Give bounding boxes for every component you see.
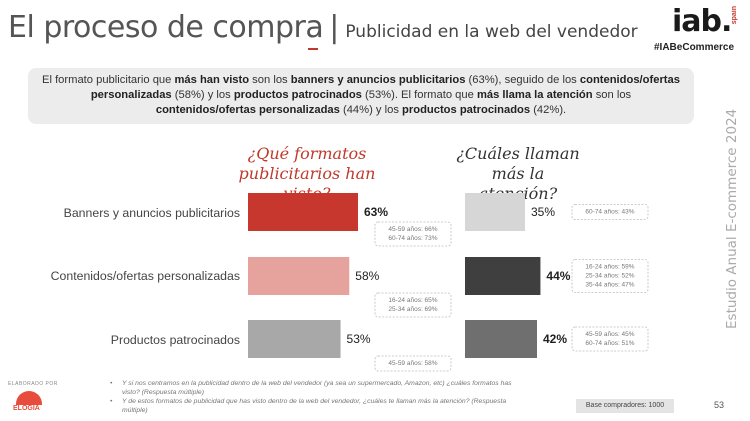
data-label: 63% bbox=[364, 205, 388, 219]
category-label: Contenidos/ofertas personalizadas bbox=[50, 269, 240, 283]
summary-text: son los bbox=[592, 89, 632, 101]
summary-bold: más llama la atención bbox=[476, 89, 593, 101]
question-attention-line-1: ¿Cuáles llaman bbox=[456, 144, 580, 163]
annotation-box bbox=[374, 355, 452, 372]
annotation-text: 60-74 años: 43% bbox=[585, 209, 634, 216]
page-title: El proceso de compra | Publicidad en la … bbox=[8, 10, 638, 50]
annotation-text: 45-59 años: 45% bbox=[585, 331, 634, 338]
summary-bold: banners y anuncios publicitarios bbox=[290, 74, 466, 86]
category-label: Banners y anuncios publicitarios bbox=[63, 206, 240, 220]
page-number: 53 bbox=[714, 400, 725, 410]
annotation-text: 60-74 años: 73% bbox=[388, 235, 437, 242]
bar bbox=[248, 257, 350, 295]
data-label: 35% bbox=[531, 205, 555, 219]
bar bbox=[465, 257, 541, 295]
question-seen-line-1: ¿Qué formatos bbox=[247, 144, 367, 163]
question-seen-title: ¿Qué formatos publicitarios han visto? bbox=[214, 144, 400, 204]
summary-text: (58%) y los bbox=[171, 89, 234, 101]
footnotes: Y si nos centramos en la publicidad dent… bbox=[110, 380, 530, 416]
annotation-text: 35-44 años: 47% bbox=[585, 282, 634, 289]
annotation-text: 16-24 años: 59% bbox=[585, 264, 634, 271]
title-accent-line bbox=[308, 48, 318, 50]
summary-text: (42%). bbox=[530, 104, 567, 116]
summary-bold: más han visto bbox=[174, 74, 250, 86]
summary-bold: contenidos/ofertas personalizadas bbox=[155, 104, 340, 116]
elogia-logo-icon bbox=[16, 391, 42, 405]
annotation-box bbox=[571, 326, 649, 352]
title-subtitle: Publicidad en la web del vendedor bbox=[345, 22, 638, 42]
summary-text: El formato publicitario que bbox=[42, 74, 175, 86]
base-sample-badge: Base compradores: 1000 bbox=[576, 399, 674, 413]
annotation-box bbox=[374, 221, 452, 247]
elogia-logo: ELOGIA bbox=[13, 405, 40, 412]
summary-text: son los bbox=[249, 74, 291, 86]
summary-bold: productos patrocinados bbox=[233, 89, 362, 101]
hashtag: #IABeCommerce bbox=[654, 42, 735, 53]
data-label: 53% bbox=[347, 332, 371, 346]
bar bbox=[248, 320, 341, 358]
annotation-text: 60-74 años: 51% bbox=[585, 340, 634, 347]
summary-bold: contenidos/ofertas personalizadas bbox=[90, 74, 680, 101]
iab-logo: iab. bbox=[672, 4, 732, 39]
annotation-text: 25-34 años: 69% bbox=[388, 306, 437, 313]
annotation-box bbox=[571, 204, 649, 220]
data-label: 42% bbox=[543, 332, 567, 346]
summary-text: (44%) y los bbox=[339, 104, 403, 116]
annotation-text: 25-34 años: 52% bbox=[585, 273, 634, 280]
title-main: El proceso de compra bbox=[8, 10, 324, 45]
bar bbox=[465, 320, 537, 358]
data-label: 44% bbox=[546, 269, 570, 283]
annotation-box bbox=[374, 292, 452, 318]
summary-bold: productos patrocinados bbox=[402, 104, 531, 116]
summary-box: El formato publicitario que más han vist… bbox=[28, 68, 694, 124]
title-separator: | bbox=[329, 10, 340, 45]
bar bbox=[248, 193, 358, 231]
elaborado-label: ELABORADO POR bbox=[8, 381, 58, 387]
annotation-text: 16-24 años: 65% bbox=[388, 297, 437, 304]
footnote-2: Y de estos formatos de publicidad que ha… bbox=[110, 398, 530, 415]
bar bbox=[465, 193, 525, 231]
footnote-1: Y si nos centramos en la publicidad dent… bbox=[110, 380, 530, 397]
category-label: Productos patrocinados bbox=[110, 333, 240, 347]
annotation-text: 45-59 años: 58% bbox=[388, 360, 437, 367]
summary-text: (63%), seguido de los bbox=[465, 74, 580, 86]
annotation-box bbox=[571, 259, 649, 293]
summary-text: (53%). El formato que bbox=[361, 89, 477, 101]
data-label: 58% bbox=[355, 269, 379, 283]
annotation-text: 45-59 años: 66% bbox=[388, 226, 437, 233]
